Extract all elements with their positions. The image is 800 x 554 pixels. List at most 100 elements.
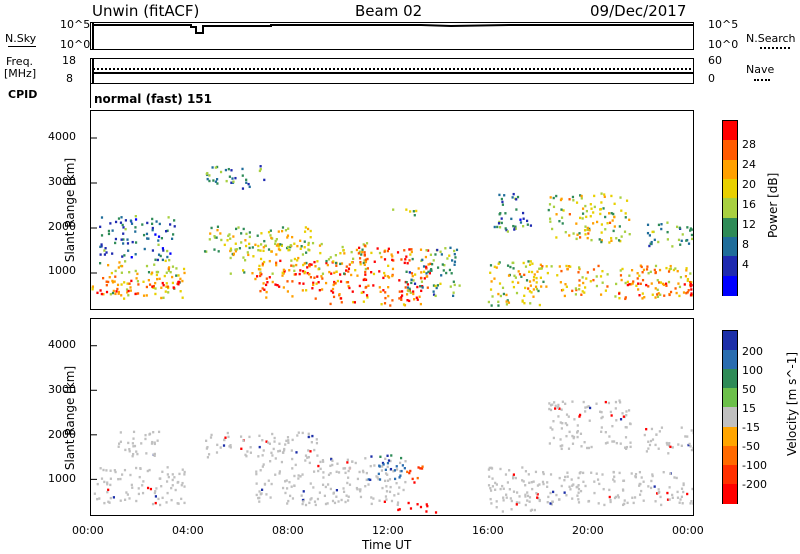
- heatmap-cell: [651, 293, 654, 296]
- heatmap-cell: [357, 252, 360, 255]
- heatmap-cell: [390, 253, 393, 256]
- heatmap-cell: [151, 502, 155, 506]
- heatmap-cell: [493, 277, 496, 280]
- colorbar-swatch: [723, 159, 737, 180]
- heatmap-cell: [387, 294, 390, 298]
- heatmap-cell: [259, 257, 263, 261]
- heatmap-cell: [173, 476, 176, 479]
- heatmap-cell: [453, 260, 457, 263]
- heatmap-cell: [322, 460, 325, 463]
- heatmap-cell: [506, 264, 510, 267]
- heatmap-cell: [117, 477, 120, 481]
- heatmap-cell: [293, 257, 297, 261]
- cpid-label: CPID: [8, 88, 38, 101]
- heatmap-cell: [662, 283, 666, 287]
- heatmap-cell: [413, 481, 416, 484]
- heatmap-cell: [642, 499, 645, 502]
- heatmap-cell: [345, 265, 348, 268]
- heatmap-cell: [134, 292, 137, 296]
- heatmap-cell: [359, 490, 362, 493]
- heatmap-cell: [132, 437, 135, 440]
- heatmap-cell: [180, 497, 183, 501]
- heatmap-cell: [158, 222, 161, 226]
- heatmap-cell: [567, 415, 570, 418]
- heatmap-cell: [386, 465, 389, 469]
- heatmap-cell: [359, 260, 362, 264]
- heatmap-cell: [647, 485, 650, 488]
- heatmap-cell: [156, 270, 160, 274]
- heatmap-cell: [259, 165, 262, 168]
- heatmap-cell: [347, 267, 351, 270]
- heatmap-cell: [487, 300, 490, 304]
- heatmap-cell: [646, 231, 650, 235]
- heatmap-cell: [340, 498, 343, 502]
- heatmap-cell: [153, 442, 156, 446]
- heatmap-cell: [329, 471, 332, 475]
- heatmap-cell: [130, 222, 134, 225]
- heatmap-cell: [280, 229, 284, 233]
- heatmap-cell: [625, 447, 628, 450]
- heatmap-cell: [142, 233, 146, 237]
- heatmap-cell: [452, 280, 455, 283]
- heatmap-cell: [274, 473, 277, 476]
- heatmap-cell: [345, 494, 348, 497]
- heatmap-cell: [271, 272, 274, 275]
- heatmap-cell: [332, 295, 336, 299]
- heatmap-cell: [247, 182, 250, 186]
- heatmap-cell: [501, 203, 505, 206]
- heatmap-cell: [524, 503, 527, 507]
- heatmap-cell: [267, 441, 270, 444]
- heatmap-cell: [612, 229, 615, 233]
- heatmap-cell: [126, 242, 130, 245]
- heatmap-cell: [584, 484, 587, 488]
- heatmap-cell: [496, 225, 499, 229]
- heatmap-cell: [548, 407, 551, 411]
- heatmap-cell: [109, 293, 112, 296]
- nsky-tick-bottom: 10^0: [60, 38, 91, 51]
- heatmap-cell: [279, 243, 282, 246]
- heatmap-cell: [648, 244, 651, 248]
- heatmap-cell: [678, 226, 681, 230]
- heatmap-cell: [524, 265, 528, 268]
- heatmap-cell: [150, 442, 154, 445]
- heatmap-cell: [509, 497, 512, 500]
- heatmap-cell: [148, 468, 151, 472]
- heatmap-cell: [297, 477, 300, 480]
- heatmap-cell: [434, 294, 437, 298]
- heatmap-cell: [146, 221, 149, 225]
- heatmap-cell: [421, 286, 424, 289]
- heatmap-cell: [378, 499, 381, 502]
- heatmap-cell: [362, 290, 365, 294]
- heatmap-cell: [629, 445, 632, 449]
- heatmap-cell: [490, 502, 493, 505]
- heatmap-cell: [128, 282, 131, 285]
- heatmap-cell: [529, 302, 532, 305]
- heatmap-cell: [347, 495, 350, 498]
- heatmap-cell: [595, 275, 598, 278]
- heatmap-cell: [683, 283, 686, 286]
- heatmap-cell: [410, 272, 414, 275]
- heatmap-cell: [592, 211, 595, 214]
- heatmap-cell: [378, 286, 381, 289]
- heatmap-cell: [284, 443, 287, 446]
- heatmap-cell: [529, 260, 532, 263]
- heatmap-cell: [682, 291, 686, 294]
- heatmap-cell: [331, 499, 335, 503]
- heatmap-cell: [210, 226, 213, 230]
- heatmap-cell: [604, 442, 608, 445]
- heatmap-cell: [242, 227, 245, 231]
- heatmap-cell: [145, 264, 149, 268]
- heatmap-cell: [258, 434, 261, 438]
- heatmap-cell: [161, 247, 165, 250]
- heatmap-cell: [286, 236, 289, 239]
- heatmap-cell: [538, 483, 541, 486]
- heatmap-cell: [530, 481, 533, 484]
- heatmap-cell: [173, 225, 176, 228]
- heatmap-cell: [420, 276, 423, 280]
- heatmap-cell: [522, 224, 525, 228]
- heatmap-cell: [632, 501, 635, 505]
- heatmap-cell: [309, 482, 312, 485]
- heatmap-cell: [679, 243, 682, 246]
- heatmap-cell: [323, 494, 326, 498]
- heatmap-cell: [585, 277, 588, 280]
